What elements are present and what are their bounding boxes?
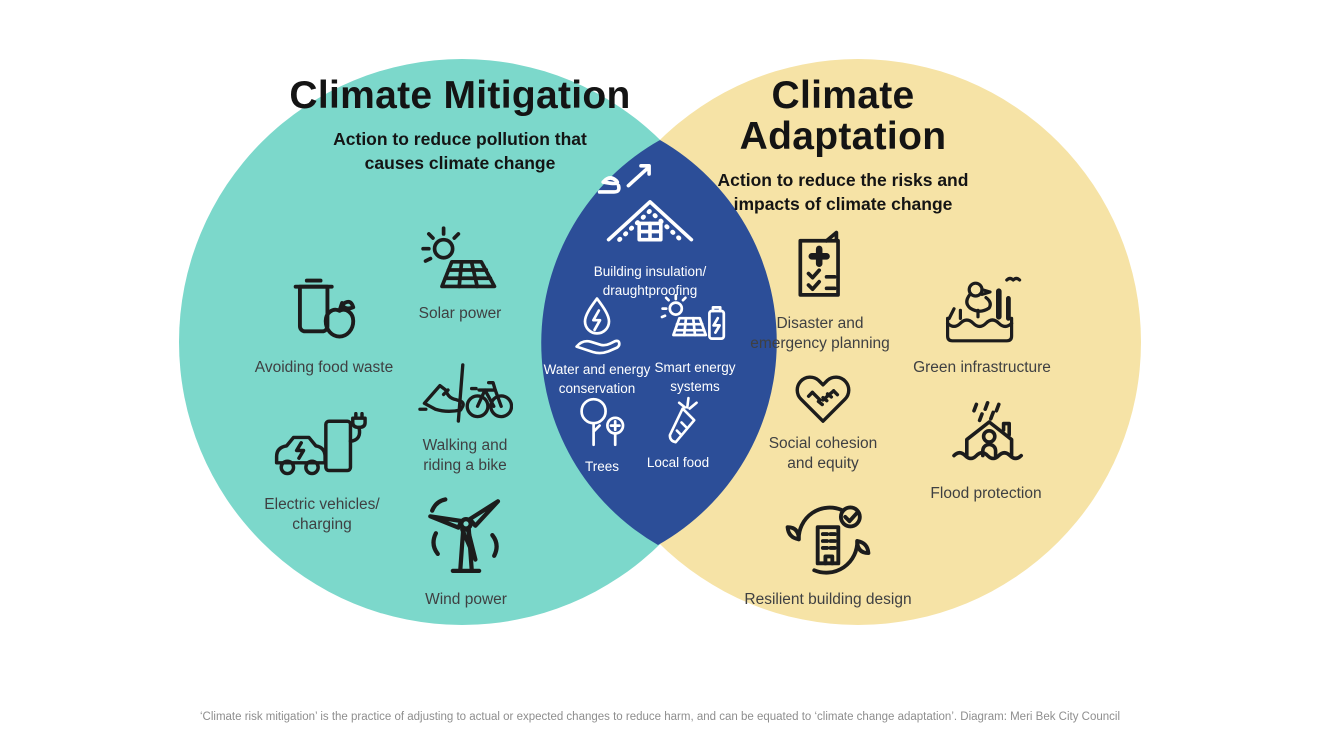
item-label: Solar power — [418, 305, 502, 322]
item-label: Disaster and emergency planning — [750, 315, 890, 353]
item-label: Smart energy systems — [654, 360, 736, 394]
bin-apple-core-icon — [293, 278, 356, 339]
mitigation-title: Climate Mitigation — [289, 74, 631, 117]
water-drop-hand-icon — [575, 297, 621, 355]
item-label: Green infrastructure — [913, 359, 1051, 376]
overlap-lens — [541, 140, 777, 545]
adaptation-title: Climate Adaptation — [739, 74, 947, 158]
item-wind-power: Wind power — [376, 490, 556, 610]
item-flood-protection: Flood protection — [896, 398, 1076, 504]
adaptation-title-block: Climate Adaptation Action to reduce the … — [668, 74, 1018, 216]
item-label: Local food — [646, 455, 710, 470]
trees-icon — [580, 397, 625, 447]
item-resilient-building: Resilient building design — [723, 498, 933, 610]
mitigation-title-block: Climate Mitigation Action to reduce poll… — [285, 74, 635, 175]
handshake-heart-icon — [795, 375, 851, 423]
shoe-bicycle-icon — [418, 363, 513, 423]
emergency-plan-document-icon — [798, 230, 840, 297]
footer-caption: ‘Climate risk mitigation’ is the practic… — [199, 711, 1121, 723]
item-local-food: Local food — [628, 390, 728, 473]
solar-panel-sun-icon — [421, 226, 497, 289]
electric-car-charger-icon — [274, 412, 367, 476]
item-label: Building insulation/ draughtproofing — [593, 264, 707, 298]
item-avoiding-food-waste: Avoiding food waste — [234, 266, 414, 378]
item-label: Avoiding food waste — [254, 359, 394, 376]
item-label: Flood protection — [930, 485, 1042, 502]
item-label: Walking and riding a bike — [422, 437, 508, 475]
carrot-icon — [668, 396, 698, 444]
mitigation-subtitle: Action to reduce pollution that causes c… — [333, 128, 587, 173]
item-label: Trees — [584, 459, 619, 474]
item-social-cohesion: Social cohesion and equity — [733, 356, 913, 475]
item-label: Social cohesion and equity — [768, 435, 878, 473]
wind-turbine-icon — [428, 497, 501, 573]
solar-battery-icon — [660, 294, 726, 340]
item-disaster-planning: Disaster and emergency planning — [730, 226, 910, 355]
item-electric-vehicles: Electric vehicles/ charging — [232, 412, 412, 536]
item-solar-power: Solar power — [370, 224, 550, 324]
item-trees: Trees — [552, 392, 652, 477]
item-label: Water and energy conservation — [543, 362, 651, 396]
item-walking-bike: Walking and riding a bike — [375, 356, 555, 477]
adaptation-subtitle: Action to reduce the risks and impacts o… — [717, 169, 969, 214]
item-smart-energy-systems: Smart energy systems — [641, 293, 749, 397]
insulated-house-wind-icon — [597, 164, 694, 242]
flooded-house-icon — [952, 401, 1023, 461]
item-building-insulation: Building insulation/ draughtproofing — [575, 162, 725, 301]
item-label: Electric vehicles/ charging — [264, 496, 380, 534]
sustainable-building-icon — [785, 505, 871, 575]
item-label: Resilient building design — [744, 591, 912, 608]
item-label: Wind power — [425, 591, 507, 608]
item-water-energy-conservation: Water and energy conservation — [543, 295, 651, 399]
duck-wetland-icon — [946, 276, 1022, 343]
item-green-infrastructure: Green infrastructure — [887, 272, 1077, 378]
